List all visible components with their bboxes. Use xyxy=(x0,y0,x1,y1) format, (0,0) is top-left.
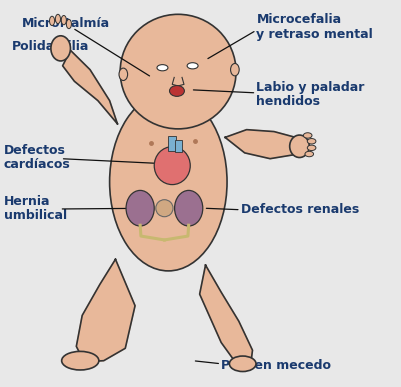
Text: Labio y paladar: Labio y paladar xyxy=(256,80,365,94)
Ellipse shape xyxy=(305,151,314,157)
Text: umbilical: umbilical xyxy=(4,209,67,222)
Ellipse shape xyxy=(119,68,128,80)
Text: cardíacos: cardíacos xyxy=(4,158,71,171)
Polygon shape xyxy=(76,259,135,362)
Ellipse shape xyxy=(55,14,61,24)
Ellipse shape xyxy=(61,15,66,25)
Ellipse shape xyxy=(51,36,71,61)
Text: Hernia: Hernia xyxy=(4,195,51,208)
Ellipse shape xyxy=(157,65,168,71)
Ellipse shape xyxy=(307,145,316,151)
Ellipse shape xyxy=(290,135,309,158)
Ellipse shape xyxy=(126,190,154,226)
Text: Microcefalia: Microcefalia xyxy=(256,13,342,26)
Text: hendidos: hendidos xyxy=(256,95,320,108)
Text: Pies en mecedo: Pies en mecedo xyxy=(221,359,331,372)
Text: y retraso mental: y retraso mental xyxy=(256,27,373,41)
Polygon shape xyxy=(156,108,200,122)
Ellipse shape xyxy=(187,63,198,69)
Circle shape xyxy=(156,200,173,217)
Ellipse shape xyxy=(62,351,99,370)
Circle shape xyxy=(120,14,236,129)
Text: Polidactilia: Polidactilia xyxy=(12,40,89,53)
Ellipse shape xyxy=(304,133,312,138)
Text: Defectos renales: Defectos renales xyxy=(241,203,359,216)
Ellipse shape xyxy=(170,86,184,96)
Ellipse shape xyxy=(109,93,227,271)
Ellipse shape xyxy=(231,63,239,76)
Ellipse shape xyxy=(229,356,256,372)
Polygon shape xyxy=(225,130,296,159)
Ellipse shape xyxy=(174,190,203,226)
Ellipse shape xyxy=(66,19,71,29)
Ellipse shape xyxy=(49,16,55,26)
Ellipse shape xyxy=(307,139,316,144)
Polygon shape xyxy=(200,265,253,370)
Text: Microftalmía: Microftalmía xyxy=(22,17,109,30)
Bar xyxy=(168,136,176,151)
Ellipse shape xyxy=(154,147,190,185)
Bar xyxy=(175,140,182,152)
Polygon shape xyxy=(63,50,117,124)
Text: Defectos: Defectos xyxy=(4,144,66,157)
